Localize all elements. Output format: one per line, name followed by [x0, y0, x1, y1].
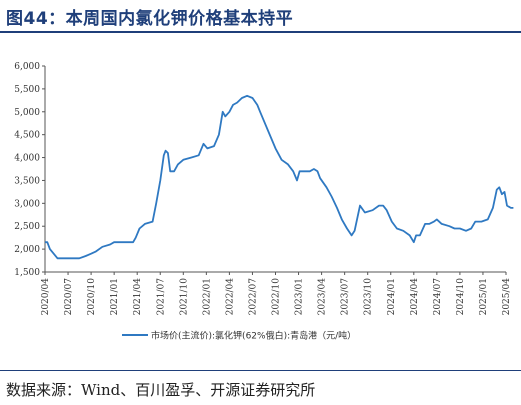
x-tick-label: 2022/10 — [272, 278, 282, 316]
x-tick-label: 2021/01 — [110, 278, 120, 315]
legend-label: 市场价(主流价):氯化钾(62%俄白):青岛港（元/吨） — [151, 330, 356, 342]
x-tick-label: 2025/04 — [502, 278, 512, 316]
y-tick-label: 4,000 — [14, 154, 40, 164]
y-tick-label: 1,500 — [14, 268, 40, 278]
chart-title: 图44：本周国内氯化钾价格基本持平 — [6, 9, 294, 29]
series-line-0 — [45, 94, 514, 260]
x-tick-label: 2020/07 — [64, 278, 74, 316]
data-source: 数据来源：Wind、百川盈孚、开源证券研究所 — [6, 381, 316, 399]
x-tick-label: 2024/04 — [410, 278, 420, 316]
x-tick-label: 2021/07 — [156, 278, 166, 316]
x-tick-label: 2022/04 — [225, 278, 235, 316]
x-tick-label: 2024/07 — [433, 278, 443, 316]
x-axis-ticks: 2020/04 2020/07 2020/10 2021/01 2021/04 2021/… — [41, 272, 512, 315]
x-tick-label: 2023/04 — [318, 278, 328, 316]
x-tick-label: 2025/01 — [479, 278, 489, 315]
y-tick-label: 3,500 — [14, 176, 40, 186]
x-tick-label: 2022/07 — [248, 278, 258, 316]
x-tick-label: 2020/10 — [87, 278, 97, 316]
x-tick-label: 2023/10 — [364, 278, 374, 316]
x-tick-label: 2024/01 — [387, 278, 397, 315]
series-layer — [45, 94, 514, 260]
y-tick-label: 2,500 — [14, 222, 40, 232]
y-tick-label: 4,500 — [14, 131, 40, 141]
y-tick-label: 6,000 — [14, 62, 40, 72]
y-tick-label: 5,000 — [14, 108, 40, 118]
line-chart: 1,500 2,000 2,500 3,000 3,500 4,000 4,500 5,000… — [14, 62, 514, 342]
footer-divider — [0, 370, 521, 371]
x-tick-label: 2024/10 — [456, 278, 466, 316]
y-axis-ticks: 1,500 2,000 2,500 3,000 3,500 4,000 4,500 5,000… — [14, 62, 45, 278]
x-tick-label: 2020/04 — [41, 278, 51, 316]
y-tick-label: 2,000 — [14, 245, 40, 255]
x-tick-label: 2023/01 — [295, 278, 305, 315]
y-tick-label: 3,000 — [14, 199, 40, 209]
x-tick-label: 2021/04 — [133, 278, 143, 316]
y-tick-label: 5,500 — [14, 85, 40, 95]
chart-axes — [44, 66, 506, 273]
title-divider — [0, 31, 521, 33]
x-tick-label: 2023/07 — [341, 278, 351, 316]
x-tick-label: 2021/10 — [179, 278, 189, 316]
chart-legend: 市场价(主流价):氯化钾(62%俄白):青岛港（元/吨） — [122, 330, 356, 342]
x-tick-label: 2022/01 — [202, 278, 212, 315]
